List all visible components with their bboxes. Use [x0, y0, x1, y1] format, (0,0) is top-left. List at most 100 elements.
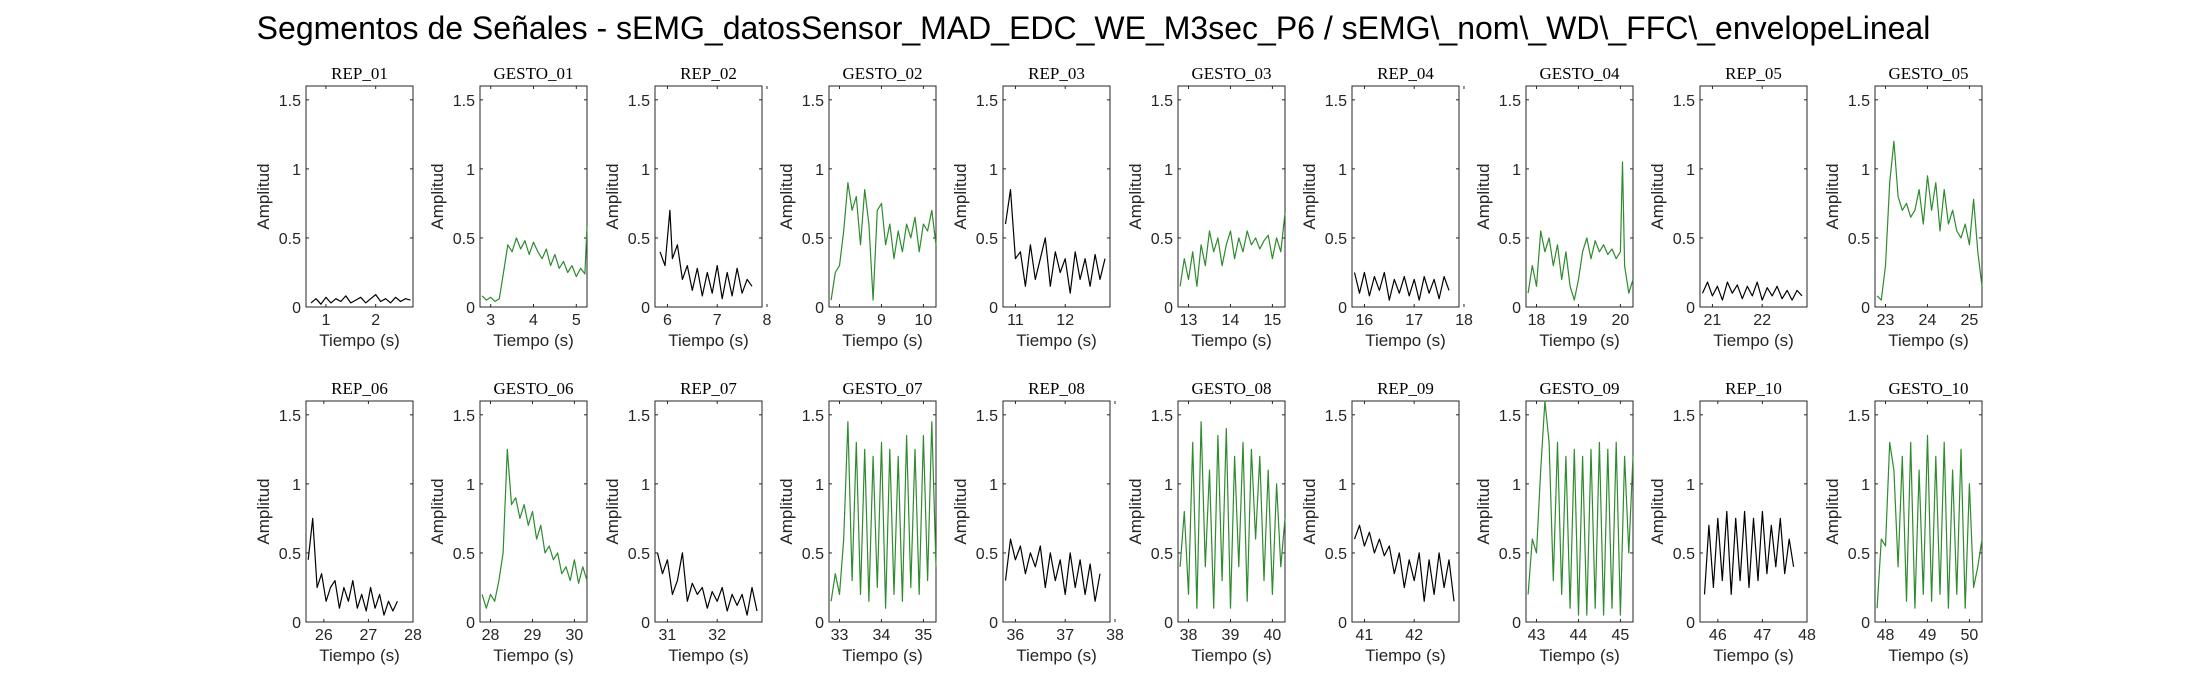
y-axis-label: Amplitud — [1648, 163, 1667, 229]
y-tick-label: 1 — [1164, 162, 1173, 179]
y-axis-label: Amplitud — [1474, 478, 1493, 544]
axes-box — [1525, 400, 1634, 623]
subplot-title: GESTO_08 — [1192, 379, 1272, 398]
y-tick-label: 1 — [1338, 162, 1347, 179]
axes-box — [1002, 85, 1111, 308]
subplot-9: 0 0.5 1 1.5 21 22 REP_05 Tiempo (s) Amplitud — [1648, 64, 1808, 350]
y-tick-label: 1.5 — [1151, 408, 1173, 425]
axes-box — [1351, 400, 1460, 623]
y-tick-label: 1.5 — [1848, 93, 1870, 110]
y-tick-label: 0 — [1164, 615, 1173, 632]
axes-box — [305, 400, 414, 623]
x-tick-label: 20 — [1612, 312, 1630, 329]
subplot-18: 0 0.5 1 1.5 43 44 45 GESTO_09 Tiempo (s) Amplitud — [1474, 379, 1634, 665]
y-axis-label: Amplitud — [1300, 163, 1319, 229]
y-tick-label: 0 — [1512, 300, 1521, 317]
x-axis-label: Tiempo (s) — [668, 331, 749, 350]
y-tick-label: 0.5 — [453, 546, 475, 563]
x-tick-label: 12 — [1056, 312, 1074, 329]
y-tick-label: 0 — [466, 615, 475, 632]
y-tick-label: 0.5 — [279, 231, 301, 248]
axes-box — [1002, 400, 1111, 623]
y-tick-label: 1.5 — [802, 408, 824, 425]
axes-box — [1699, 85, 1808, 308]
x-tick-label: 8 — [835, 312, 844, 329]
y-tick-label: 1.5 — [1673, 93, 1695, 110]
subplot-title: GESTO_09 — [1540, 379, 1620, 398]
axes-box — [654, 400, 763, 623]
x-tick-label: 34 — [873, 627, 891, 644]
series-line — [1004, 189, 1106, 294]
series-line — [481, 448, 588, 609]
y-axis-label: Amplitud — [777, 478, 796, 544]
y-tick-label: 1.5 — [453, 408, 475, 425]
subplot-6: 0 0.5 1 1.5 13 14 15 GESTO_03 Tiempo (s) Amplitud — [1126, 64, 1286, 350]
subplot-title: REP_02 — [680, 64, 737, 83]
y-axis-label: Amplitud — [428, 478, 447, 544]
y-tick-label: 0.5 — [279, 546, 301, 563]
y-tick-label: 1.5 — [279, 93, 301, 110]
x-tick-label: 37 — [1056, 627, 1074, 644]
y-axis-label: Amplitud — [951, 478, 970, 544]
y-tick-label: 1 — [1512, 162, 1521, 179]
x-tick-label: 1 — [321, 312, 330, 329]
y-tick-label: 0 — [1861, 300, 1870, 317]
y-tick-label: 1.5 — [976, 408, 998, 425]
x-tick-label: 42 — [1405, 627, 1423, 644]
y-tick-label: 0.5 — [628, 231, 650, 248]
x-axis-label: Tiempo (s) — [1713, 331, 1794, 350]
series-line — [659, 209, 753, 300]
x-tick-label: 25 — [1961, 312, 1979, 329]
y-tick-label: 0.5 — [802, 231, 824, 248]
y-axis-label: Amplitud — [603, 163, 622, 229]
x-tick-label: 40 — [1264, 627, 1282, 644]
y-tick-label: 1.5 — [1325, 93, 1347, 110]
y-tick-label: 0.5 — [1325, 231, 1347, 248]
x-tick-label: 50 — [1961, 627, 1979, 644]
subplot-title: REP_03 — [1028, 64, 1085, 83]
y-tick-label: 1 — [292, 477, 301, 494]
y-tick-label: 1.5 — [1848, 408, 1870, 425]
y-tick-label: 0 — [1861, 615, 1870, 632]
x-tick-label: 8 — [763, 312, 772, 329]
y-tick-label: 0.5 — [1673, 546, 1695, 563]
y-axis-label: Amplitud — [1300, 478, 1319, 544]
x-axis-label: Tiempo (s) — [493, 331, 574, 350]
subplot-19: 0 0.5 1 1.5 46 47 48 REP_10 Tiempo (s) Amplitud — [1648, 379, 1816, 665]
x-tick-label: 31 — [659, 627, 677, 644]
y-tick-label: 0 — [815, 300, 824, 317]
x-tick-label: 44 — [1570, 627, 1588, 644]
series-line — [1876, 140, 1983, 301]
x-axis-label: Tiempo (s) — [1191, 331, 1272, 350]
subplot-20: 0 0.5 1 1.5 48 49 50 GESTO_10 Tiempo (s) Amplitud — [1823, 379, 1983, 665]
x-tick-label: 4 — [529, 312, 538, 329]
subplot-13: 0 0.5 1 1.5 31 32 REP_07 Tiempo (s) Amplitud — [603, 379, 763, 665]
y-axis-label: Amplitud — [1126, 478, 1145, 544]
subplot-title: REP_04 — [1377, 64, 1434, 83]
x-tick-label: 7 — [713, 312, 722, 329]
y-tick-label: 1.5 — [628, 93, 650, 110]
x-tick-label: 13 — [1180, 312, 1198, 329]
x-axis-label: Tiempo (s) — [1365, 331, 1446, 350]
subplot-17: 0 0.5 1 1.5 41 42 REP_09 Tiempo (s) Amplitud — [1300, 379, 1460, 665]
x-tick-label: 5 — [572, 312, 581, 329]
y-tick-label: 0 — [989, 615, 998, 632]
x-tick-label: 14 — [1222, 312, 1240, 329]
y-tick-label: 0.5 — [1151, 231, 1173, 248]
x-tick-label: 17 — [1405, 312, 1423, 329]
y-tick-label: 0.5 — [976, 231, 998, 248]
axes-box — [654, 85, 763, 308]
axes-box — [828, 85, 937, 308]
subplot-14: 0 0.5 1 1.5 33 34 35 GESTO_07 Tiempo (s) Amplitud — [777, 379, 937, 665]
subplot-title: GESTO_06 — [494, 379, 574, 398]
x-axis-label: Tiempo (s) — [668, 646, 749, 665]
subplot-title: GESTO_10 — [1889, 379, 1969, 398]
x-axis-label: Tiempo (s) — [1713, 646, 1794, 665]
x-tick-label: 43 — [1528, 627, 1546, 644]
y-tick-label: 1 — [466, 162, 475, 179]
x-tick-label: 49 — [1919, 627, 1937, 644]
x-tick-label: 24 — [1919, 312, 1937, 329]
y-tick-label: 1.5 — [1499, 408, 1521, 425]
y-tick-label: 1 — [1861, 162, 1870, 179]
